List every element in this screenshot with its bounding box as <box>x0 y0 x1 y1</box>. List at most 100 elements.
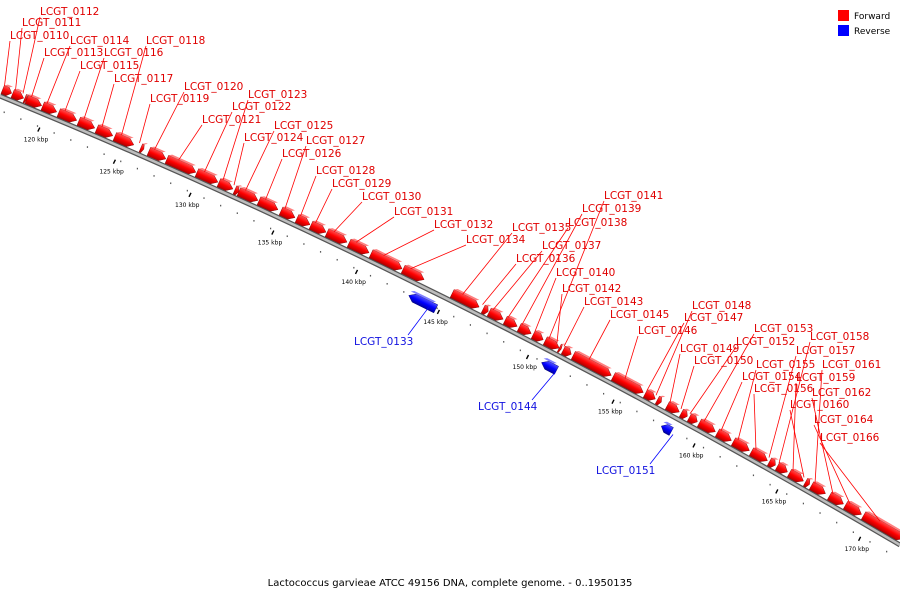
gene-arrow-body <box>654 395 662 406</box>
callout-line <box>265 158 283 200</box>
minor-tick <box>719 455 721 458</box>
gene-arrow-top <box>683 408 691 411</box>
tick-label: 125 kbp <box>99 169 124 176</box>
gene-arrow-body <box>236 187 259 203</box>
tick-label: 170 kbp <box>845 546 870 553</box>
major-tick <box>271 230 275 235</box>
gene-arrow <box>678 408 691 420</box>
minor-tick <box>619 401 621 404</box>
callout-line <box>22 16 41 94</box>
callout-line <box>245 130 275 191</box>
minor-tick <box>20 118 22 120</box>
tick-label: 155 kbp <box>598 409 623 416</box>
minor-tick <box>886 550 888 553</box>
callout-line <box>407 307 429 336</box>
gene-label: LCGT_0138 <box>568 217 627 229</box>
gene-arrow-top <box>547 336 560 342</box>
legend-label-forward: Forward <box>854 12 890 22</box>
minor-tick <box>403 291 405 293</box>
gene-arrow-top <box>350 238 370 247</box>
gene-label: LCGT_0161 <box>822 359 881 371</box>
minor-tick <box>636 410 638 413</box>
callout-line <box>154 91 185 150</box>
minor-tick <box>336 258 338 261</box>
gene-label: LCGT_0140 <box>556 267 615 279</box>
gene-arrow <box>610 372 644 394</box>
gene-label: LCGT_0126 <box>282 148 342 160</box>
gene-arrow <box>22 93 32 104</box>
minor-tick <box>36 125 39 127</box>
gene-arrow <box>232 185 243 196</box>
gene-arrow-top <box>771 457 779 460</box>
gene-arrow-body <box>146 147 167 161</box>
minor-tick <box>536 358 538 360</box>
minor-tick <box>702 446 705 449</box>
gene-arrow-top <box>735 437 750 444</box>
minor-tick <box>170 182 172 185</box>
gene-arrow <box>324 228 348 244</box>
gene-arrow-body <box>94 124 114 138</box>
gene-arrow-body <box>570 351 612 377</box>
gene-arrow <box>368 249 403 271</box>
major-tick <box>611 399 615 405</box>
minor-tick <box>270 227 272 230</box>
major-tick <box>436 309 441 315</box>
minor-tick <box>353 266 355 269</box>
tick-label: 160 kbp <box>679 452 704 459</box>
minor-tick <box>869 541 871 543</box>
callout-line <box>548 200 605 339</box>
gene-arrow-top <box>543 358 557 364</box>
gene-label: LCGT_0141 <box>604 190 663 202</box>
gene-arrow <box>730 437 750 452</box>
gene-arrow-top <box>410 290 436 303</box>
gene-arrow <box>786 468 805 483</box>
minor-tick <box>503 341 505 343</box>
gene-arrow <box>480 304 492 315</box>
gene-label: LCGT_0123 <box>248 89 307 101</box>
minor-tick <box>802 502 804 505</box>
gene-label: LCGT_0155 <box>756 359 815 371</box>
gene-arrow-body <box>480 304 489 315</box>
tick-label: 165 kbp <box>762 498 787 505</box>
gene-label: LCGT_0152 <box>736 336 795 348</box>
gene-arrow <box>278 206 296 220</box>
gene-arrow-top <box>60 107 77 114</box>
gene-label: LCGT_0118 <box>146 35 205 47</box>
gene-arrow-body <box>76 116 96 131</box>
gene-arrow <box>0 84 13 96</box>
gene-arrow <box>10 88 24 101</box>
callout-line <box>4 40 11 86</box>
gene-arrow-top <box>779 462 789 466</box>
genome-caption: Lactococcus garvieae ATCC 49156 DNA, com… <box>267 578 633 589</box>
gene-arrow-top <box>282 206 295 211</box>
legend: Forward Reverse <box>838 10 891 37</box>
gene-label: LCGT_0125 <box>274 120 333 132</box>
gene-arrow-body <box>216 178 234 191</box>
gene-arrow <box>294 213 311 227</box>
callout-line <box>703 333 755 422</box>
gene-label: LCGT_0130 <box>362 191 421 203</box>
gene-callouts: LCGT_0110LCGT_0111LCGT_0112LCGT_0113LCGT… <box>4 6 881 522</box>
minor-tick <box>86 146 89 148</box>
gene-arrow <box>216 177 234 191</box>
minor-tick <box>369 274 372 277</box>
gene-arrow-body <box>138 143 145 154</box>
minor-tick <box>136 167 138 170</box>
callout-line <box>737 369 757 441</box>
gene-arrow-top <box>150 146 166 153</box>
gene-arrow-body <box>24 94 42 108</box>
callout-line <box>720 381 743 431</box>
gene-label: LCGT_0131 <box>394 206 453 218</box>
callout-line <box>355 216 395 243</box>
gene-arrow <box>236 187 259 203</box>
tick-label: 120 kbp <box>24 137 49 144</box>
callout-line <box>563 306 585 347</box>
gene-label: LCGT_0134 <box>466 234 526 246</box>
gene-arrow-top <box>807 478 814 480</box>
gene-label: LCGT_0122 <box>232 101 291 113</box>
gene-arrow-top <box>236 185 243 187</box>
minor-tick <box>319 251 322 253</box>
major-tick <box>37 127 41 132</box>
gene-arrow-top <box>691 413 700 416</box>
minor-tick <box>53 132 55 134</box>
